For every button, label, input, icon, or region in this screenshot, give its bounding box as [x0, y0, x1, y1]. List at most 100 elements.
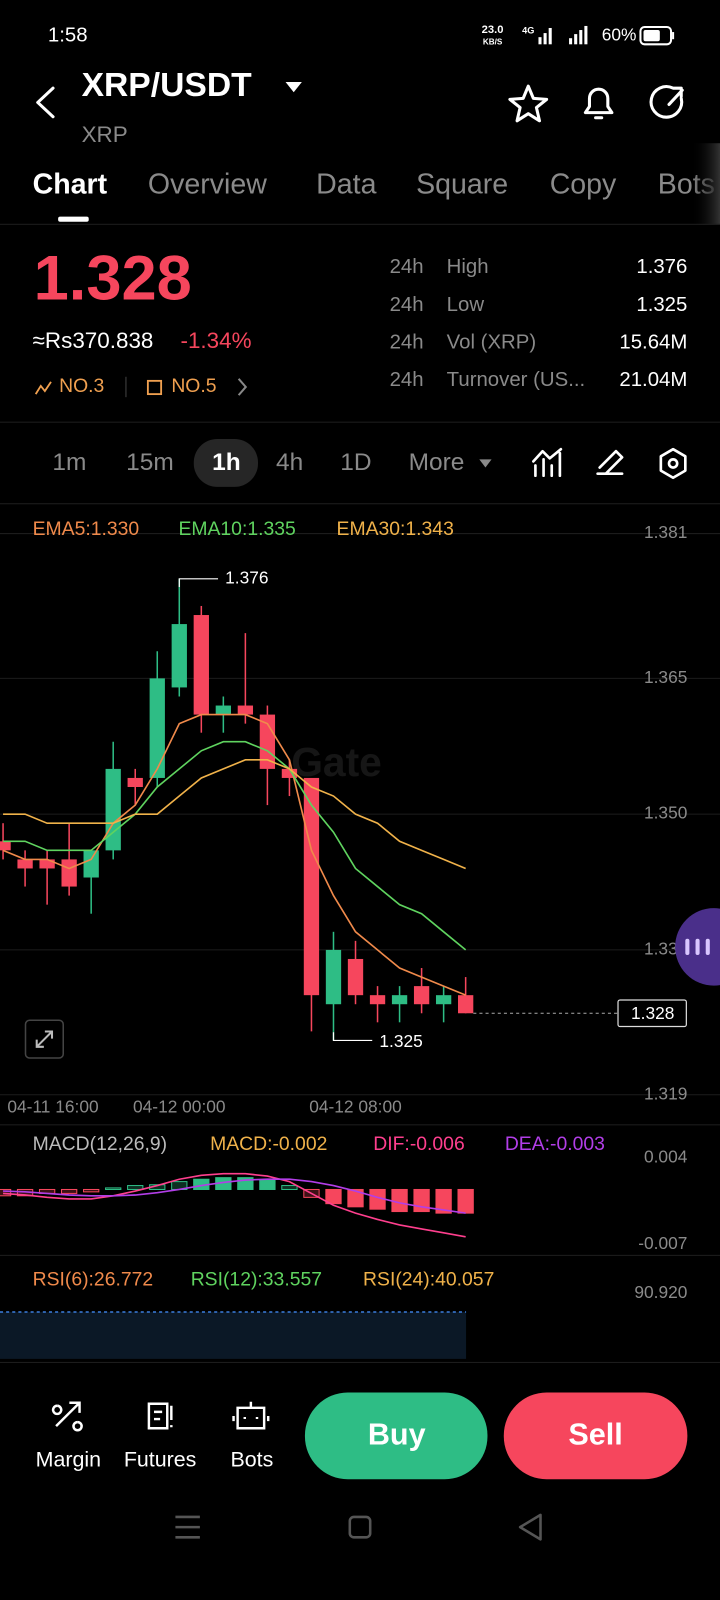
candle-body	[413, 986, 430, 1005]
tab[interactable]: Overview	[148, 169, 267, 201]
y-tick-label: 1.365	[644, 667, 687, 687]
settings-button-core	[667, 458, 679, 469]
indicator-button[interactable]	[532, 447, 563, 478]
macd-bar	[281, 1185, 298, 1190]
divider	[0, 223, 720, 225]
rsi-legend: RSI(12):33.557	[191, 1268, 322, 1290]
interval[interactable]: 15m	[126, 449, 174, 476]
favorite-button[interactable]	[508, 84, 549, 123]
interval[interactable]: 1h	[212, 449, 241, 476]
stat-label: Turnover (US...	[447, 369, 586, 391]
candle-body	[259, 714, 276, 769]
action-label[interactable]: Futures	[124, 1448, 197, 1472]
futures-icon[interactable]	[147, 1402, 173, 1430]
candle-body	[105, 768, 121, 851]
macd-title: MACD(12,26,9)	[33, 1133, 168, 1155]
tab[interactable]: Copy	[550, 169, 617, 201]
macd-chart: MACD(12,26,9) MACD:-0.002 DIF:-0.006 DEA:-0…	[0, 1133, 688, 1253]
legend-entry: EMA10:1.335	[178, 518, 295, 540]
x-tick-label: 04-12 00:00	[133, 1097, 226, 1117]
sell-button[interactable]	[503, 1392, 688, 1480]
watermark: Gate	[291, 739, 382, 785]
candle-body	[0, 841, 11, 851]
floating-button-dots	[685, 938, 710, 956]
candle-body	[61, 859, 77, 887]
rank-chevron[interactable]	[237, 378, 248, 396]
macd-bar	[259, 1179, 276, 1190]
rsi-legend: RSI(24):40.057	[363, 1268, 494, 1290]
rank-badge[interactable]: NO.3	[59, 375, 104, 397]
nav-home[interactable]	[348, 1515, 372, 1539]
macd-bar	[60, 1188, 78, 1194]
candle-body	[369, 995, 386, 1005]
fiat-price: ≈Rs370.838	[33, 328, 154, 353]
macd-bar	[105, 1187, 122, 1190]
stats: 24h High 1.376 24h Low 1.325 24h Vol (XRP) 15.64…	[390, 256, 688, 391]
signal-icons	[538, 25, 588, 45]
alert-button[interactable]	[583, 87, 614, 120]
macd-legend: MACD:-0.002	[210, 1133, 327, 1155]
rank-icon	[146, 379, 163, 396]
x-tick-label: 04-11 16:00	[7, 1097, 98, 1117]
macd-bar	[391, 1188, 408, 1213]
net-unit: KB/S	[483, 37, 503, 46]
divider	[0, 1361, 720, 1363]
stat-value: 1.325	[636, 294, 687, 316]
interval[interactable]: 1m	[52, 449, 86, 476]
tab[interactable]: Data	[316, 169, 376, 201]
stat-period: 24h	[390, 332, 424, 354]
macd-bar	[347, 1188, 364, 1208]
interval[interactable]: More	[409, 449, 465, 476]
rsi-legend: RSI(6):26.772 RSI(12):33.557 RSI(24):40.05…	[33, 1268, 495, 1290]
draw-button[interactable]	[596, 449, 624, 475]
ema-line	[3, 759, 466, 870]
tab[interactable]: Square	[416, 169, 508, 201]
candle-body	[149, 678, 165, 778]
interval[interactable]: 4h	[276, 449, 303, 476]
stat-label: High	[447, 256, 489, 278]
sell-label[interactable]: Sell	[568, 1417, 622, 1451]
candle-body	[193, 615, 209, 715]
low-marker	[332, 1032, 373, 1042]
candle-body	[39, 859, 55, 869]
nav-menu[interactable]	[175, 1515, 200, 1539]
candle-body	[458, 995, 474, 1014]
tab[interactable]: Chart	[33, 169, 108, 201]
pair-dropdown[interactable]	[285, 82, 302, 93]
nav-back[interactable]	[518, 1513, 542, 1541]
stat-period: 24h	[390, 369, 424, 391]
share-button[interactable]	[649, 85, 684, 119]
action-label[interactable]: Bots	[230, 1448, 273, 1472]
macd-bar	[457, 1188, 474, 1214]
candle-body	[325, 949, 342, 1005]
candle-body	[127, 777, 143, 787]
y-tick-label: 0.004	[644, 1147, 688, 1167]
settings-button[interactable]	[659, 447, 687, 480]
bots-icon[interactable]	[232, 1401, 270, 1430]
low-label: 1.325	[379, 1031, 422, 1051]
stat-value: 1.376	[636, 256, 687, 278]
y-tick-label: 1.350	[644, 803, 687, 823]
candle-body	[391, 995, 408, 1005]
price-change: -1.34%	[181, 328, 252, 353]
stat-value: 21.04M	[619, 369, 687, 391]
action-label[interactable]: Margin	[36, 1448, 101, 1472]
last-price-box	[617, 999, 687, 1028]
battery-icon	[639, 25, 675, 46]
rank-badge[interactable]: NO.5	[171, 375, 216, 397]
interval[interactable]: 1D	[340, 449, 371, 476]
margin-icon[interactable]	[51, 1401, 83, 1432]
divider	[0, 1254, 720, 1256]
macd-bar	[435, 1188, 452, 1214]
stat-period: 24h	[390, 256, 424, 278]
ema-line	[3, 740, 467, 951]
fullscreen-button[interactable]	[24, 1019, 64, 1059]
tab-fade	[691, 143, 720, 225]
high-marker	[178, 578, 219, 587]
buy-button[interactable]	[304, 1392, 488, 1480]
buy-label[interactable]: Buy	[368, 1417, 426, 1451]
back-button[interactable]	[36, 86, 55, 119]
more-dropdown[interactable]	[479, 459, 492, 468]
pair-title[interactable]: XRP/USDT	[82, 67, 253, 104]
